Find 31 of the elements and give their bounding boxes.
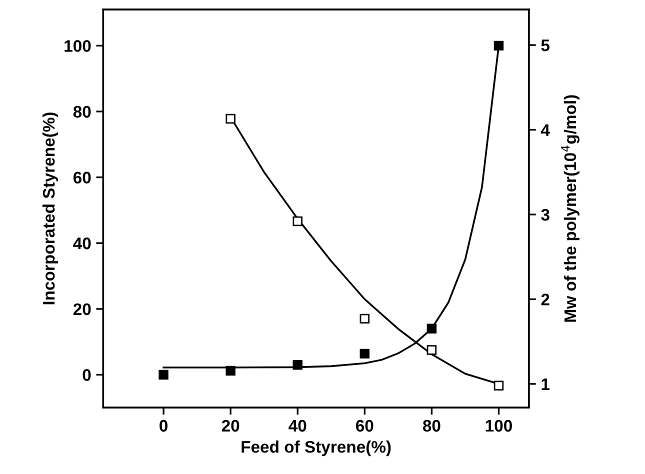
y2-tick-label: 5 (541, 40, 550, 52)
y-tick-label: 100 (64, 40, 91, 52)
x-tick-label: 80 (422, 420, 440, 432)
x-tick-label: 60 (356, 420, 374, 432)
y-tick-label: 60 (73, 172, 91, 184)
y2-tick-label: 1 (542, 378, 550, 390)
x-tick-label: 20 (222, 420, 240, 432)
point (158, 370, 168, 380)
point (226, 366, 236, 376)
point (226, 114, 236, 124)
x-axis-title: Feed of Styrene(%) (242, 440, 391, 456)
y-tick-label: 80 (73, 106, 91, 118)
point (494, 380, 504, 390)
y2-axis-title: Mw of the polymer(10$^{4}$g/mol) (561, 95, 580, 322)
y-tick-label: 0 (82, 369, 91, 381)
point (494, 40, 504, 51)
y-tick-label: 40 (73, 238, 91, 250)
point (426, 324, 437, 334)
y-axis-title: Incorporated Styrene(%) (42, 112, 58, 304)
y2-tick-label: 3 (541, 208, 550, 221)
x-tick-label: 40 (288, 420, 306, 432)
point (360, 314, 370, 324)
point (292, 360, 302, 370)
y2-tick-label: 4 (540, 124, 550, 136)
point (292, 216, 302, 226)
point (426, 345, 437, 355)
y-tick-label: 20 (73, 303, 91, 316)
x-tick-label: 0 (160, 420, 168, 432)
x-tick-label: 100 (486, 420, 512, 432)
y2-tick-label: 2 (541, 294, 550, 306)
point (360, 348, 370, 359)
